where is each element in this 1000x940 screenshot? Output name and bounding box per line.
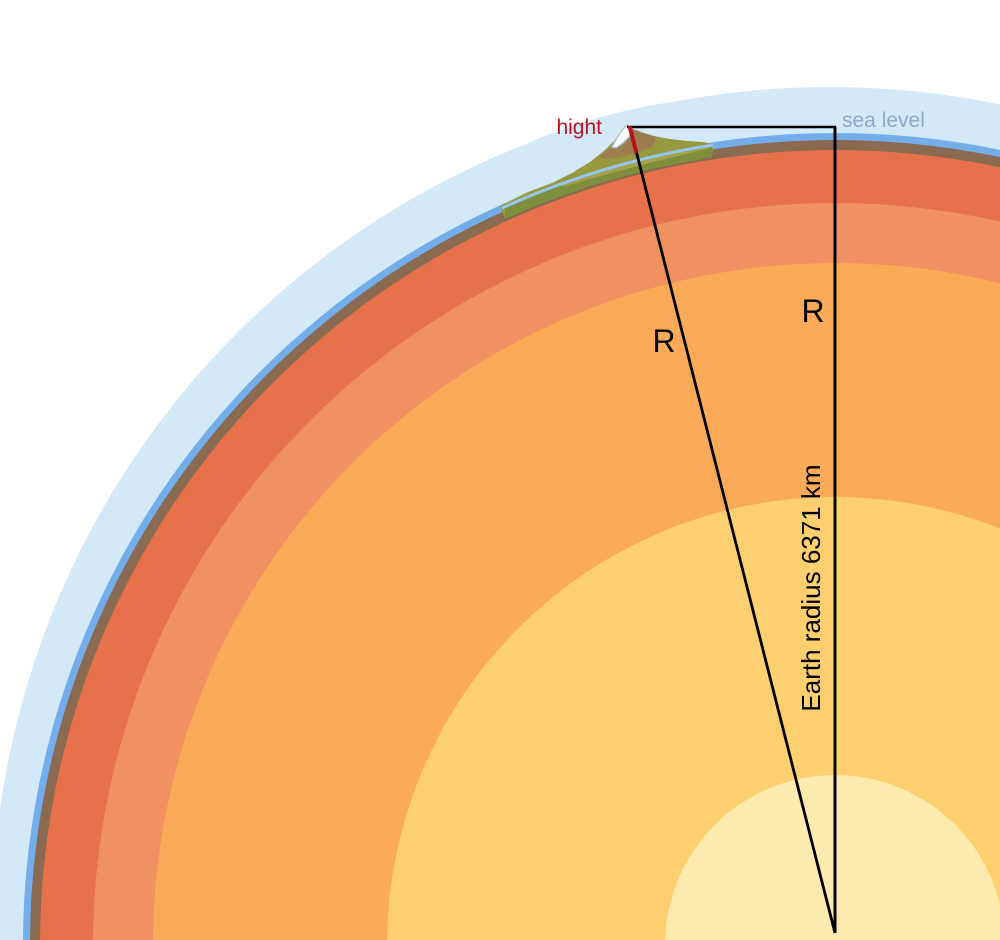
mountain-sea-level-line [501, 143, 714, 210]
height-label: hight [556, 116, 602, 139]
sea-level-label: sea level [842, 109, 925, 132]
mountain-height-line [627, 125, 639, 154]
mountain-snow-ridge-line [587, 124, 628, 158]
earth-radius-label: Earth radius 6371 km [796, 464, 826, 711]
mountain-rock-cap [600, 125, 657, 159]
radius-label-sea-level: R [801, 293, 824, 329]
mountain-submerged-band [505, 145, 712, 219]
mountain [500, 123, 714, 219]
mountain-strata-band [560, 146, 711, 187]
layer-inner-core [665, 775, 1000, 940]
radius-label-summit: R [652, 323, 675, 359]
summit-radius-line [635, 152, 837, 934]
